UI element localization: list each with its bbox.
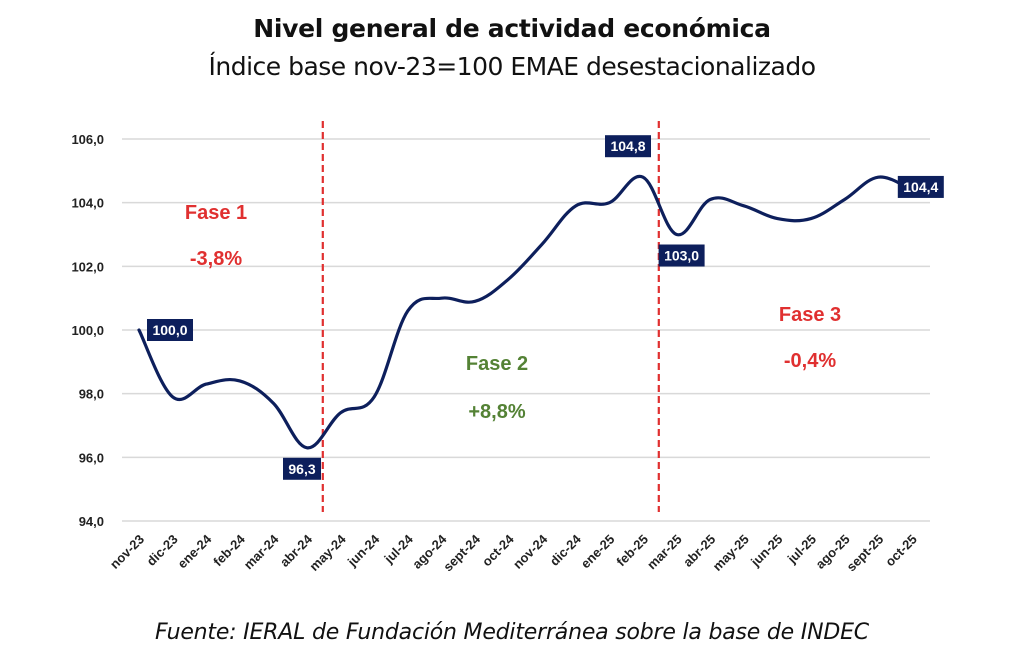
data-label-box [147, 319, 193, 341]
x-tick-label: may-25 [710, 532, 752, 574]
x-axis: nov-23dic-23ene-24feb-24mar-24abr-24may-… [107, 531, 920, 574]
data-label-text: 103,0 [664, 248, 699, 264]
series-line [137, 174, 914, 450]
x-tick-label: nov-23 [107, 532, 147, 572]
data-label: 104,8 [605, 135, 651, 158]
x-tick-label: mar-25 [644, 532, 685, 573]
y-tick-label: 96,0 [79, 450, 104, 465]
data-label: 104,4 [897, 175, 944, 198]
data-label-text: 104,4 [903, 179, 938, 195]
x-tick-label: dic-23 [144, 532, 181, 569]
y-axis: 94,0 96,0 98,0 100,0 102,0 104,0 106,0 [71, 132, 104, 529]
x-tick-label: jun-25 [747, 532, 785, 570]
chart-title: Nivel general de actividad económica [253, 14, 771, 43]
phase-label: Fase 2 [466, 353, 528, 375]
data-label: 103,0 [658, 244, 705, 267]
phase-dividers [321, 121, 660, 512]
phase-annotations: Fase 1 -3,8% Fase 2 +8,8% Fase 3 -0,4% [185, 202, 841, 423]
x-tick-label: oct-25 [882, 532, 920, 570]
data-labels: 100,0 96,3 104,8 103,0 104,4 [147, 135, 944, 480]
y-tick-label: 98,0 [79, 387, 104, 402]
phase-label: Fase 3 [779, 304, 841, 326]
y-tick-label: 94,0 [79, 514, 104, 529]
phase-change: -3,8% [190, 248, 242, 270]
data-label: 96,3 [283, 457, 321, 480]
x-tick-label: nov-24 [510, 531, 551, 572]
y-tick-label: 104,0 [71, 196, 104, 211]
gridlines [122, 138, 930, 522]
chart-subtitle: Índice base nov-23=100 EMAE desestaciona… [208, 52, 816, 81]
x-tick-label: mar-24 [241, 531, 282, 572]
x-tick-label: may-24 [306, 531, 349, 574]
chart-source: Fuente: IERAL de Fundación Mediterránea … [155, 620, 869, 645]
data-label-box [283, 457, 321, 480]
x-tick-label: sept-25 [844, 532, 887, 575]
x-tick-label: ene-24 [175, 531, 215, 571]
x-tick-label: sept-24 [440, 531, 483, 574]
phase-change: +8,8% [468, 401, 525, 423]
x-tick-label: jun-24 [344, 531, 383, 570]
data-label-box [897, 175, 944, 198]
y-tick-label: 106,0 [71, 132, 104, 147]
data-label-box [605, 135, 651, 158]
data-label-box [658, 244, 705, 267]
data-label-text: 96,3 [288, 461, 315, 477]
phase-change: -0,4% [784, 350, 836, 372]
x-tick-label: ene-25 [578, 532, 618, 572]
phase-label: Fase 1 [185, 202, 247, 224]
data-label-text: 104,8 [610, 138, 645, 154]
y-tick-label: 100,0 [71, 323, 104, 338]
data-label: 100,0 [147, 319, 193, 341]
y-tick-label: 102,0 [71, 259, 104, 274]
data-label-text: 100,0 [152, 322, 187, 338]
